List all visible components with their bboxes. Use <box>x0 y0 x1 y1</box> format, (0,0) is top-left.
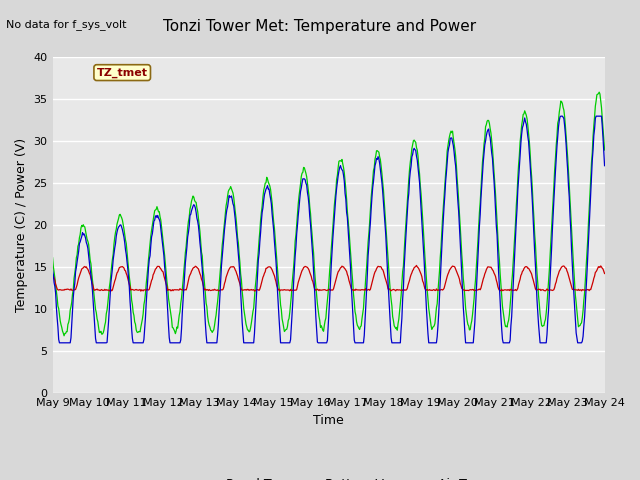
Text: Tonzi Tower Met: Temperature and Power: Tonzi Tower Met: Temperature and Power <box>163 19 477 34</box>
Y-axis label: Temperature (C) / Power (V): Temperature (C) / Power (V) <box>15 138 28 312</box>
Text: TZ_tmet: TZ_tmet <box>97 68 148 78</box>
X-axis label: Time: Time <box>313 414 344 427</box>
Legend: Panel T, Battery V, Air T: Panel T, Battery V, Air T <box>186 473 472 480</box>
Text: No data for f_sys_volt: No data for f_sys_volt <box>6 19 127 30</box>
